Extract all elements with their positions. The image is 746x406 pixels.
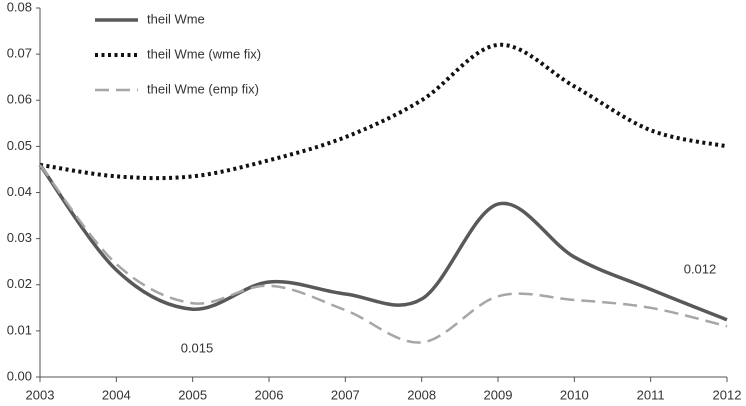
y-tick-label: 0.01 xyxy=(7,322,32,337)
y-tick-label: 0.00 xyxy=(7,368,32,383)
annotation: 0.015 xyxy=(181,340,214,355)
x-tick-label: 2010 xyxy=(560,387,589,402)
x-tick-label: 2003 xyxy=(26,387,55,402)
y-tick-label: 0.04 xyxy=(7,184,32,199)
y-tick-label: 0.07 xyxy=(7,46,32,61)
x-tick-label: 2012 xyxy=(713,387,742,402)
legend-label: theil Wme (emp fix) xyxy=(147,81,259,96)
x-tick-label: 2005 xyxy=(178,387,207,402)
legend-label: theil Wme xyxy=(147,11,205,26)
y-tick-label: 0.05 xyxy=(7,138,32,153)
annotation: 0.012 xyxy=(684,261,717,276)
x-tick-label: 2007 xyxy=(331,387,360,402)
y-tick-label: 0.08 xyxy=(7,0,32,14)
x-tick-label: 2008 xyxy=(407,387,436,402)
series-line xyxy=(38,163,728,322)
x-tick-label: 2004 xyxy=(102,387,131,402)
y-tick-label: 0.06 xyxy=(7,92,32,107)
series-line xyxy=(39,42,728,181)
x-tick-label: 2009 xyxy=(484,387,513,402)
y-tick-label: 0.03 xyxy=(7,230,32,245)
x-tick-label: 2011 xyxy=(637,387,665,402)
y-tick-label: 0.02 xyxy=(7,276,32,291)
x-tick-label: 2006 xyxy=(255,387,284,402)
legend-label: theil Wme (wme fix) xyxy=(147,46,261,61)
series-line xyxy=(39,164,728,344)
